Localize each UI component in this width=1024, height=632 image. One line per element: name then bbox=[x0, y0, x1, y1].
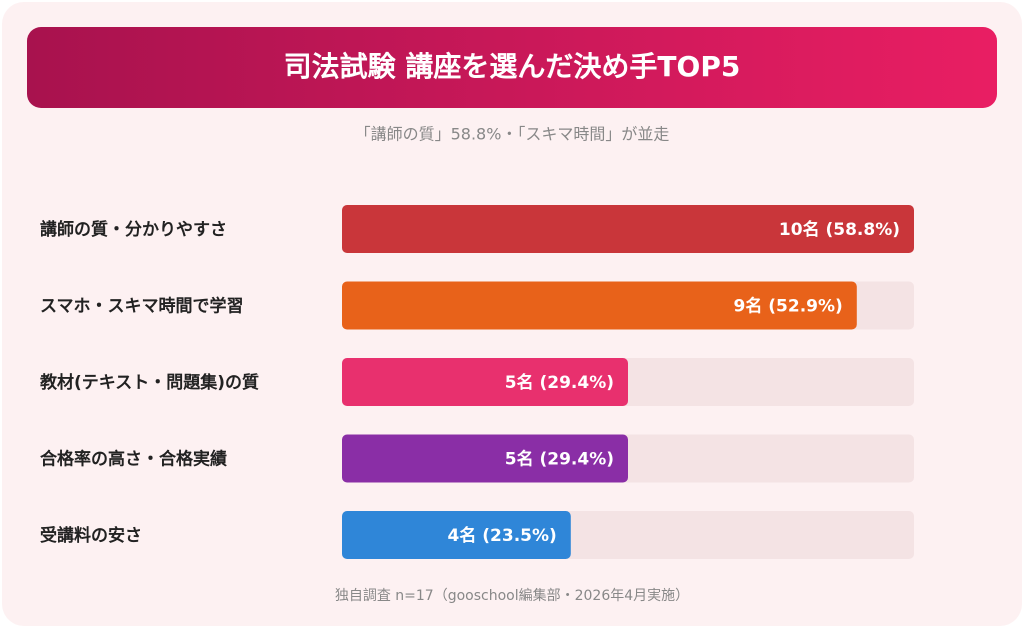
category-label: スマホ・スキマ時間で学習 bbox=[40, 296, 244, 317]
value-label: 5名 (29.4%) bbox=[505, 449, 614, 470]
value-label: 9名 (52.9%) bbox=[734, 296, 843, 317]
category-label: 講師の質・分かりやすさ bbox=[40, 219, 227, 240]
bar bbox=[342, 205, 914, 253]
value-label: 4名 (23.5%) bbox=[448, 525, 557, 546]
bar bbox=[342, 434, 628, 483]
bar bbox=[342, 281, 857, 330]
subtitle: 「講師の質」58.8%・「スキマ時間」が並走 bbox=[355, 125, 670, 144]
bar bbox=[342, 358, 628, 406]
category-label: 教材(テキスト・問題集)の質 bbox=[39, 372, 259, 393]
note: 独自調査 n=17（gooschool編集部・2026年4月実施） bbox=[335, 587, 689, 604]
category-label: 合格率の高さ・合格実績 bbox=[40, 449, 227, 470]
bar bbox=[342, 511, 571, 559]
value-label: 5名 (29.4%) bbox=[505, 372, 614, 393]
category-label: 受講料の安さ bbox=[40, 525, 142, 546]
value-label: 10名 (58.8%) bbox=[779, 219, 900, 240]
header bbox=[27, 27, 997, 108]
chart-title: 司法試験 講座を選んだ決め手TOP5 bbox=[284, 50, 741, 83]
